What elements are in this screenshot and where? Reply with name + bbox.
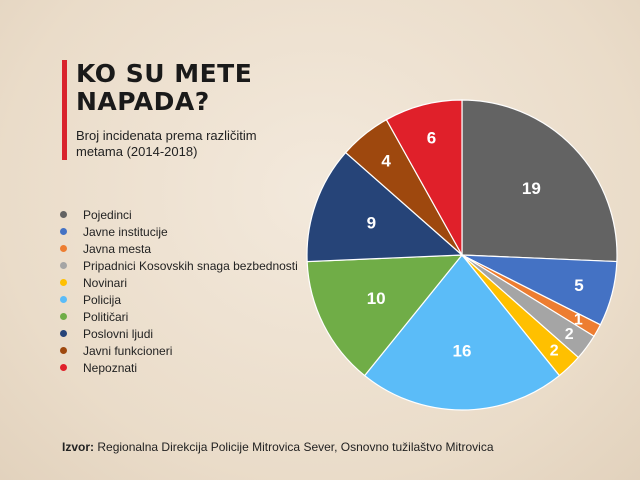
legend-item: Javna mesta <box>60 240 298 257</box>
legend-item: Novinari <box>60 274 298 291</box>
legend-swatch <box>60 211 67 218</box>
legend-item: Pripadnici Kosovskih snaga bezbednosti <box>60 257 298 274</box>
pie-slice <box>385 99 463 258</box>
source-label: Izvor: <box>62 440 95 454</box>
chart-title: KO SU METE NAPADA? <box>76 59 253 116</box>
legend-item: Poslovni ljudi <box>60 325 298 342</box>
source-text: Regionalna Direkcija Policije Mitrovica … <box>97 440 494 454</box>
pie-slice <box>306 151 464 263</box>
legend-label: Nepoznati <box>83 360 138 375</box>
legend-label: Poslovni ljudi <box>83 326 154 341</box>
legend-swatch <box>60 296 67 303</box>
pie-slice <box>461 99 618 263</box>
legend-label: Javna mesta <box>83 241 152 256</box>
legend-item: Pojedinci <box>60 206 298 223</box>
data-label: 9 <box>367 213 376 232</box>
pie-slice <box>363 254 561 411</box>
title-accent-bar <box>62 60 67 160</box>
legend-item: Javne institucije <box>60 223 298 240</box>
legend-swatch <box>60 347 67 354</box>
data-label: 10 <box>367 289 386 308</box>
chart-legend: Pojedinci Javne institucije Javna mesta Pri… <box>60 206 298 376</box>
legend-item: Policija <box>60 291 298 308</box>
legend-swatch <box>60 228 67 235</box>
legend-item: Političari <box>60 308 298 325</box>
data-label: 2 <box>550 343 559 360</box>
data-label: 19 <box>522 179 541 198</box>
legend-label: Pripadnici Kosovskih snaga bezbednosti <box>83 258 298 273</box>
legend-label: Javni funkcioneri <box>83 343 173 358</box>
legend-swatch <box>60 364 67 371</box>
data-label: 4 <box>381 151 391 170</box>
data-label: 5 <box>574 276 583 295</box>
legend-item: Javni funkcioneri <box>60 342 298 359</box>
legend-swatch <box>60 330 67 337</box>
legend-swatch <box>60 279 67 286</box>
data-label: 2 <box>565 326 574 343</box>
legend-swatch <box>60 262 67 269</box>
legend-label: Pojedinci <box>83 207 132 222</box>
legend-label: Političari <box>83 309 129 324</box>
legend-swatch <box>60 245 67 252</box>
legend-label: Policija <box>83 292 122 307</box>
pie-slice <box>306 254 464 377</box>
data-label: 1 <box>574 312 583 329</box>
legend-item: Nepoznati <box>60 359 298 376</box>
legend-label: Javne institucije <box>83 224 168 239</box>
data-label: 16 <box>453 342 472 361</box>
data-label: 6 <box>427 129 436 148</box>
source-note: Izvor: Regionalna Direkcija Policije Mit… <box>62 440 494 454</box>
legend-swatch <box>60 313 67 320</box>
chart-subtitle: Broj incidenata prema različitim metama … <box>76 128 257 159</box>
legend-label: Novinari <box>83 275 128 290</box>
